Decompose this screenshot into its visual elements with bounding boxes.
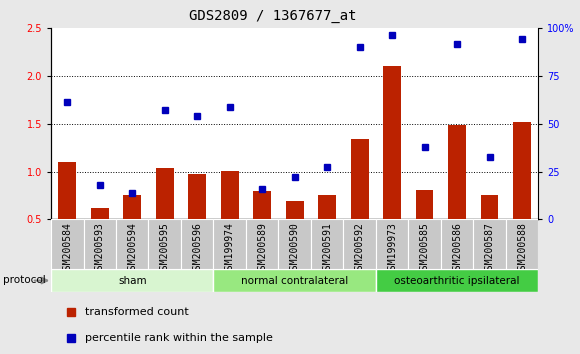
Bar: [506, 219, 538, 269]
Text: GSM200586: GSM200586: [452, 222, 462, 275]
Text: GSM200589: GSM200589: [257, 222, 267, 275]
Text: GSM199974: GSM199974: [224, 222, 235, 275]
Bar: [343, 219, 376, 269]
Bar: [286, 201, 303, 219]
Text: GSM200592: GSM200592: [354, 222, 365, 275]
Bar: [124, 195, 141, 219]
Text: GSM200590: GSM200590: [289, 222, 300, 275]
Text: GSM200587: GSM200587: [484, 222, 495, 275]
Bar: [473, 219, 506, 269]
Bar: [408, 219, 441, 269]
Text: GSM200588: GSM200588: [517, 222, 527, 275]
Bar: [213, 219, 246, 269]
Bar: [318, 195, 336, 219]
Text: GSM200596: GSM200596: [192, 222, 202, 275]
Bar: [376, 269, 538, 292]
Bar: [311, 219, 343, 269]
Text: sham: sham: [118, 275, 147, 286]
Bar: [513, 122, 531, 219]
Bar: [246, 219, 278, 269]
Bar: [51, 269, 213, 292]
Text: percentile rank within the sample: percentile rank within the sample: [85, 333, 273, 343]
Text: GSM200595: GSM200595: [160, 222, 170, 275]
Bar: [481, 195, 498, 219]
Bar: [253, 191, 271, 219]
Bar: [448, 125, 466, 219]
Bar: [416, 190, 433, 219]
Text: GSM199973: GSM199973: [387, 222, 397, 275]
Bar: [213, 269, 376, 292]
Bar: [51, 219, 84, 269]
Text: protocol: protocol: [3, 275, 46, 285]
Bar: [59, 162, 76, 219]
Bar: [351, 139, 368, 219]
Text: GSM200593: GSM200593: [95, 222, 105, 275]
Bar: [376, 219, 408, 269]
Text: GSM200591: GSM200591: [322, 222, 332, 275]
Bar: [221, 171, 238, 219]
Bar: [181, 219, 213, 269]
Bar: [278, 219, 311, 269]
Bar: [188, 173, 206, 219]
Text: GSM200594: GSM200594: [127, 222, 137, 275]
Bar: [116, 219, 148, 269]
Bar: [91, 208, 108, 219]
Bar: [156, 168, 173, 219]
Text: osteoarthritic ipsilateral: osteoarthritic ipsilateral: [394, 275, 520, 286]
Text: GDS2809 / 1367677_at: GDS2809 / 1367677_at: [189, 9, 356, 23]
Bar: [383, 65, 401, 219]
Text: GSM200585: GSM200585: [419, 222, 430, 275]
Text: normal contralateral: normal contralateral: [241, 275, 348, 286]
Text: transformed count: transformed count: [85, 307, 189, 317]
Bar: [148, 219, 181, 269]
Bar: [441, 219, 473, 269]
Bar: [84, 219, 116, 269]
Text: GSM200584: GSM200584: [62, 222, 72, 275]
